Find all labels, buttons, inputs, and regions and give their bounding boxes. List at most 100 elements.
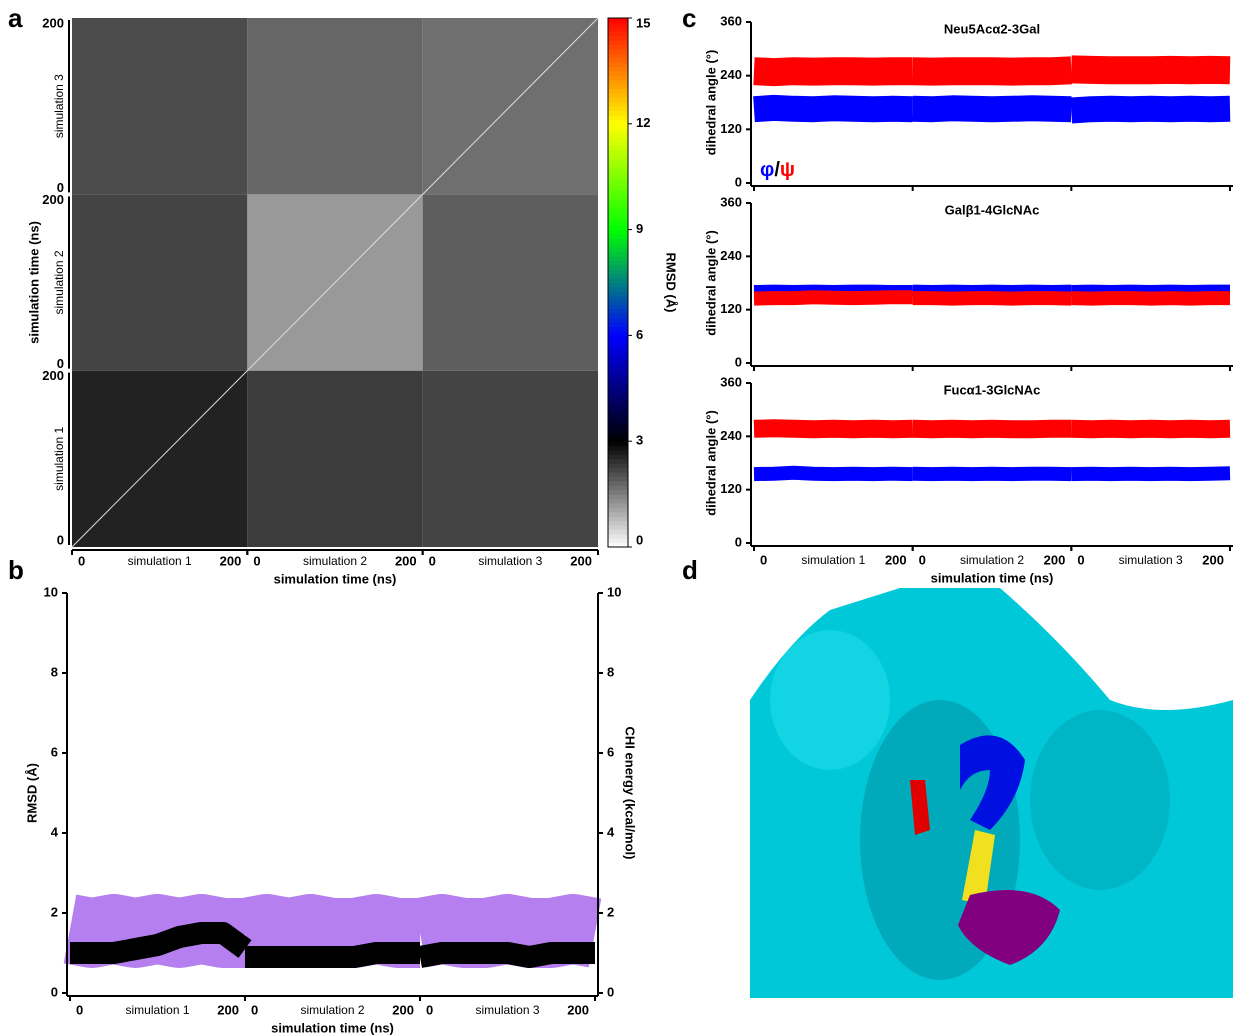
- x-axis-label: simulation time (ns): [931, 570, 1054, 585]
- series-band: [912, 56, 1072, 86]
- y-axis-label: dihedral angle (°): [703, 50, 718, 156]
- y-tick-label: 360: [720, 194, 742, 209]
- y-tick-label: 6: [607, 744, 614, 759]
- colorbar-swatch: [608, 97, 628, 103]
- colorbar-tick-label: 6: [636, 327, 643, 342]
- y-tick-label: 0: [607, 984, 614, 999]
- x-tick-label: 0: [251, 1002, 258, 1017]
- series-band: [753, 57, 913, 87]
- y-tick-label: 0: [57, 356, 64, 371]
- y-tick-label: 0: [51, 984, 58, 999]
- colorbar-swatch: [608, 507, 628, 513]
- colorbar-swatch: [608, 476, 628, 482]
- colorbar-swatch: [608, 260, 628, 266]
- colorbar-swatch: [608, 18, 628, 23]
- subplot-title: Fucα1-3GlcNAc: [944, 382, 1041, 397]
- colorbar-swatch: [608, 286, 628, 292]
- colorbar-swatch: [608, 57, 628, 63]
- x-axis-label: simulation time (ns): [274, 571, 397, 586]
- colorbar-swatch: [608, 502, 628, 508]
- colorbar-label: RMSD (Å): [664, 253, 679, 313]
- colorbar-swatch: [608, 66, 628, 72]
- colorbar-swatch: [608, 48, 628, 54]
- colorbar-swatch: [608, 176, 628, 182]
- legend: φ/ψ: [760, 159, 795, 181]
- colorbar-swatch: [608, 388, 628, 394]
- colorbar-swatch: [608, 220, 628, 226]
- colorbar-swatch: [608, 278, 628, 283]
- y-tick-label: 2: [607, 904, 614, 919]
- y-axis-label: dihedral angle (°): [703, 230, 718, 336]
- y-tick-label: 0: [57, 180, 64, 195]
- colorbar-swatch: [608, 75, 628, 81]
- molecule-image: [750, 588, 1233, 998]
- colorbar-swatch: [608, 198, 628, 204]
- colorbar-swatch: [608, 427, 628, 433]
- series-band: [753, 465, 913, 482]
- colorbar-swatch: [608, 414, 628, 420]
- y-tick-label: 120: [720, 481, 742, 496]
- blue-residue: [960, 735, 1025, 830]
- colorbar-swatch: [608, 242, 628, 248]
- colorbar-swatch: [608, 405, 628, 411]
- heat-cell: [72, 194, 248, 371]
- colorbar-swatch: [608, 145, 628, 151]
- colorbar-swatch: [608, 326, 628, 332]
- y-tick-label: 120: [720, 301, 742, 316]
- colorbar-swatch: [608, 110, 628, 116]
- colorbar-swatch: [608, 154, 628, 160]
- heat-cell: [422, 194, 598, 371]
- colorbar-swatch: [608, 114, 628, 120]
- series-band: [1071, 291, 1230, 306]
- bump: [770, 630, 890, 770]
- legend-separator: /: [774, 159, 780, 181]
- colorbar-swatch: [608, 141, 628, 147]
- segment-label: simulation 1: [125, 1003, 189, 1017]
- colorbar-swatch: [608, 31, 628, 37]
- colorbar-swatch: [608, 330, 628, 336]
- colorbar-swatch: [608, 410, 628, 416]
- segment-label: simulation 1: [52, 426, 66, 490]
- colorbar-swatch: [608, 375, 628, 380]
- series-band: [245, 942, 420, 968]
- y-axis-label: RMSD (Å): [24, 763, 39, 823]
- colorbar-swatch: [608, 485, 628, 491]
- x-tick-label: 200: [567, 1002, 589, 1017]
- colorbar-swatch: [608, 357, 628, 363]
- y-tick-label: 240: [720, 248, 742, 263]
- colorbar-frame: [607, 17, 629, 548]
- series-band: [912, 95, 1072, 123]
- colorbar-swatch: [608, 516, 628, 522]
- y-tick-label: 240: [720, 67, 742, 82]
- x-tick-label: 0: [760, 552, 767, 567]
- x-tick-label: 0: [1077, 552, 1084, 567]
- colorbar-swatch: [608, 344, 628, 350]
- series-band: [753, 94, 913, 123]
- y-tick-label: 360: [720, 13, 742, 28]
- colorbar-swatch: [608, 339, 628, 345]
- colorbar-swatch: [608, 511, 628, 517]
- colorbar-swatch: [608, 40, 628, 45]
- y-tick-label: 8: [607, 664, 614, 679]
- colorbar-swatch: [608, 524, 628, 530]
- colorbar-swatch: [608, 203, 628, 209]
- pocket: [1030, 710, 1170, 890]
- colorbar-swatch: [608, 335, 628, 341]
- colorbar-swatch: [608, 216, 628, 222]
- segment-label: simulation 3: [1119, 553, 1183, 567]
- colorbar-swatch: [608, 172, 628, 178]
- colorbar-tick-label: 9: [636, 221, 643, 236]
- colorbar-swatch: [608, 498, 628, 504]
- segment-label: simulation 1: [801, 553, 865, 567]
- x-tick-label: 0: [253, 553, 260, 568]
- colorbar-swatch: [608, 445, 628, 451]
- y-tick-label: 120: [720, 121, 742, 136]
- series-band: [1070, 55, 1231, 85]
- colorbar-swatch: [608, 106, 628, 112]
- panel-label: d: [682, 555, 698, 585]
- colorbar-swatch: [608, 150, 628, 156]
- colorbar-swatch: [608, 247, 628, 253]
- colorbar-tick-label: 15: [636, 15, 650, 30]
- colorbar-swatch: [608, 322, 628, 328]
- yellow-residue: [962, 830, 995, 905]
